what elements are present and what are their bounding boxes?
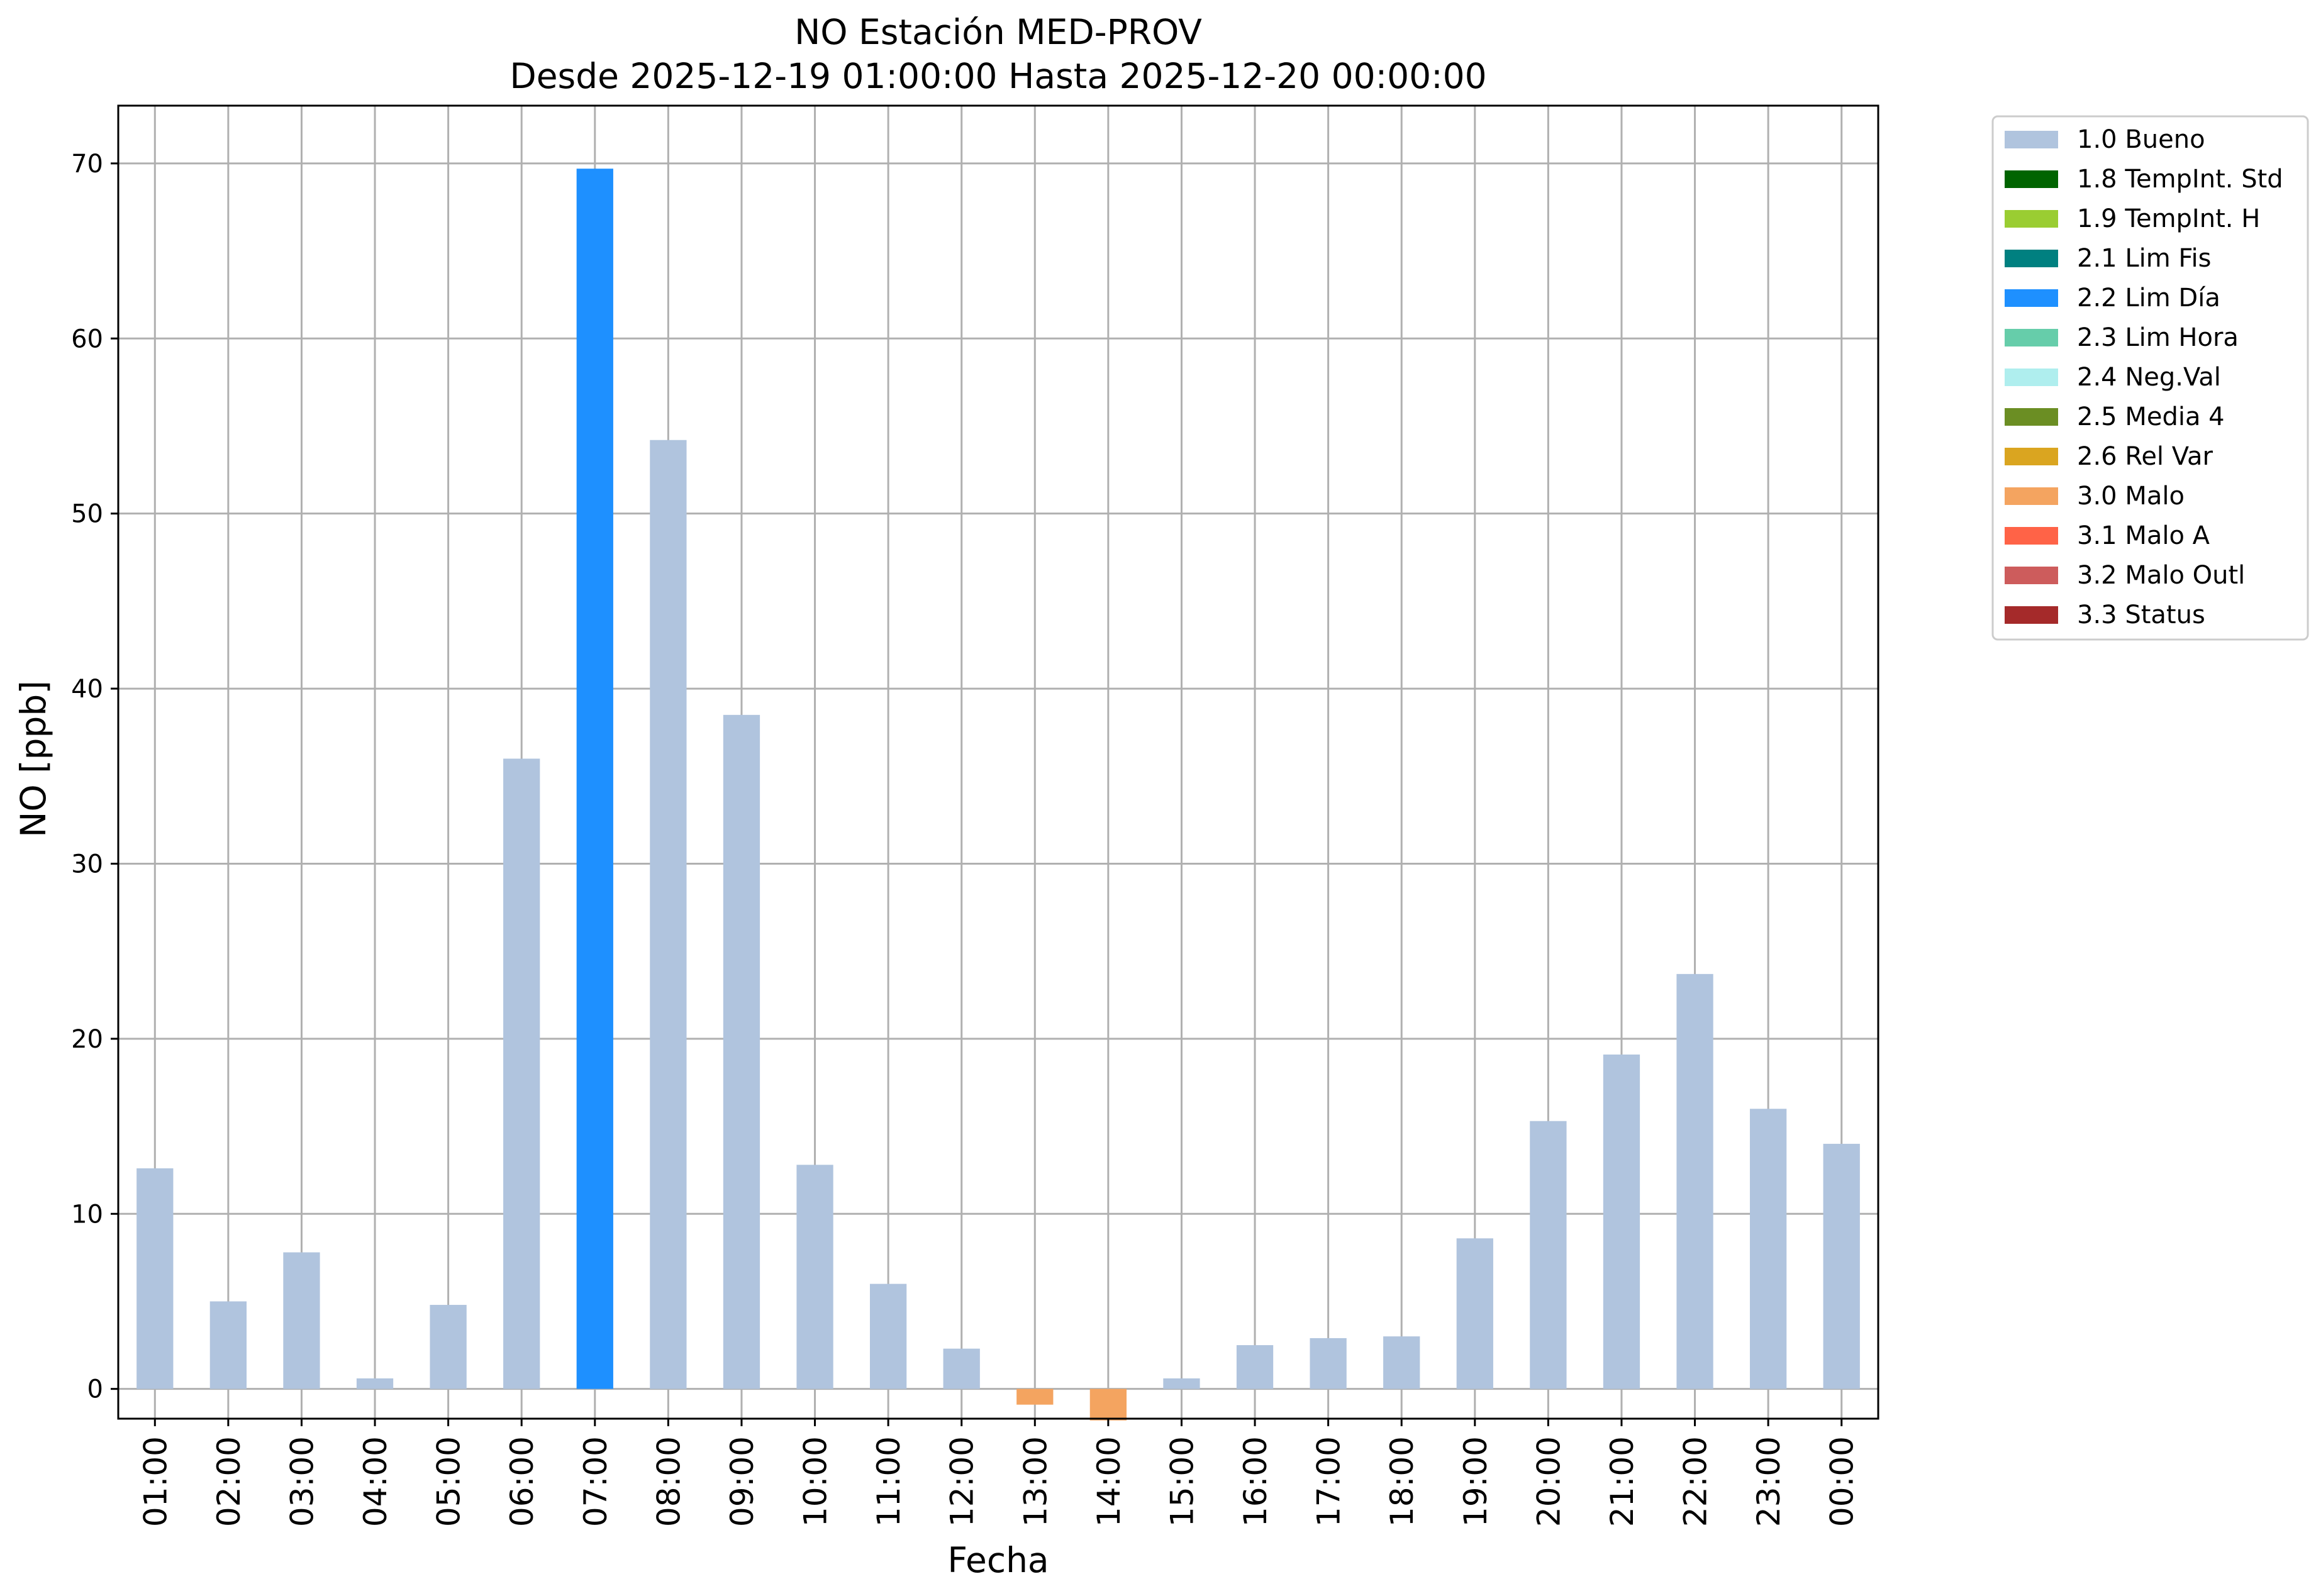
bar-2100 xyxy=(1603,1054,1640,1389)
x-tick-label: 10:00 xyxy=(798,1436,834,1527)
x-tick-label: 23:00 xyxy=(1751,1436,1787,1527)
bar-0500 xyxy=(430,1305,467,1389)
bar-0200 xyxy=(209,1301,247,1389)
x-tick-label: 05:00 xyxy=(431,1436,467,1527)
legend-swatch xyxy=(2005,329,2058,346)
x-tick-label: 22:00 xyxy=(1678,1436,1714,1527)
bar-0700 xyxy=(576,169,613,1389)
x-tick-label: 14:00 xyxy=(1091,1436,1127,1527)
y-tick-label: 0 xyxy=(87,1375,103,1404)
y-tick-label: 40 xyxy=(71,675,103,704)
x-tick-label: 18:00 xyxy=(1384,1436,1420,1527)
legend-frame xyxy=(1991,115,2309,641)
bar-0800 xyxy=(650,440,687,1389)
legend-label: 2.1 Lim Fis xyxy=(2077,244,2211,273)
legend-swatch xyxy=(2005,448,2058,465)
x-tick-label: 04:00 xyxy=(357,1436,394,1527)
y-tick-label: 10 xyxy=(71,1200,103,1229)
bar-1600 xyxy=(1236,1345,1274,1389)
x-tick-label: 12:00 xyxy=(944,1436,981,1527)
x-tick-label: 08:00 xyxy=(650,1436,687,1527)
x-tick-label: 01:00 xyxy=(137,1436,174,1527)
legend-label: 3.0 Malo xyxy=(2077,482,2185,511)
legend-label: 1.9 TempInt. H xyxy=(2077,204,2260,233)
x-tick-label: 13:00 xyxy=(1017,1436,1054,1527)
bar-1500 xyxy=(1163,1378,1200,1389)
legend: 1.0 Bueno 1.8 TempInt. Std 1.9 TempInt. H 2… xyxy=(1991,115,2309,641)
plot-frame xyxy=(117,104,1879,1420)
bar-1200 xyxy=(943,1348,980,1389)
y-tick-label: 50 xyxy=(71,500,103,529)
bar-0600 xyxy=(503,758,540,1389)
legend-label: 2.4 Neg.Val xyxy=(2077,363,2221,392)
bar-0900 xyxy=(723,714,760,1389)
x-tick-label: 11:00 xyxy=(871,1436,907,1527)
legend-label: 2.3 Lim Hora xyxy=(2077,323,2239,352)
legend-swatch xyxy=(2005,527,2058,545)
legend-swatch xyxy=(2005,289,2058,307)
x-tick-label: 03:00 xyxy=(284,1436,320,1527)
x-tick-label: 02:00 xyxy=(211,1436,247,1527)
y-tick-label: 20 xyxy=(71,1025,103,1054)
legend-label: 3.1 Malo A xyxy=(2077,521,2210,550)
legend-label: 2.2 Lim Día xyxy=(2077,284,2220,313)
y-tick-label: 60 xyxy=(71,324,103,353)
bar-1800 xyxy=(1383,1336,1420,1389)
x-tick-label: 20:00 xyxy=(1530,1436,1567,1527)
x-tick-label: 19:00 xyxy=(1457,1436,1494,1527)
legend-label: 3.3 Status xyxy=(2077,601,2205,629)
bar-1700 xyxy=(1310,1338,1347,1389)
x-tick-label: 09:00 xyxy=(724,1436,760,1527)
legend-swatch xyxy=(2005,567,2058,584)
x-tick-label: 00:00 xyxy=(1824,1436,1861,1527)
bar-2300 xyxy=(1749,1109,1787,1389)
x-axis-ticks: 01:00 02:00 03:00 04:00 05:00 06:00 07:00 08:00… xyxy=(137,1419,1861,1527)
x-tick-label: 16:00 xyxy=(1237,1436,1274,1527)
chart-subtitle: Desde 2025-12-19 01:00:00 Hasta 2025-12-… xyxy=(509,56,1486,96)
legend-label: 3.2 Malo Outl xyxy=(2077,561,2245,590)
bar-1400 xyxy=(1089,1388,1127,1421)
legend-label: 2.5 Media 4 xyxy=(2077,402,2225,431)
legend-swatch xyxy=(2005,606,2058,624)
legend-swatch xyxy=(2005,250,2058,267)
legend-label: 1.8 TempInt. Std xyxy=(2077,165,2283,194)
legend-swatch xyxy=(2005,369,2058,386)
chart-title: NO Estación MED-PROV xyxy=(794,12,1202,52)
bar-1900 xyxy=(1456,1238,1493,1389)
legend-swatch xyxy=(2005,210,2058,228)
x-tick-label: 17:00 xyxy=(1311,1436,1347,1527)
bar-1100 xyxy=(869,1283,907,1389)
bar-2000 xyxy=(1530,1121,1567,1389)
legend-swatch xyxy=(2005,408,2058,426)
legend-label: 1.0 Bueno xyxy=(2077,125,2205,154)
bar-0400 xyxy=(356,1378,394,1389)
bar-0300 xyxy=(283,1252,320,1389)
bar-1000 xyxy=(796,1165,833,1389)
legend-swatch xyxy=(2005,170,2058,188)
y-axis-ticks: 0 10 20 30 40 50 60 70 xyxy=(71,150,118,1404)
y-tick-label: 30 xyxy=(71,850,103,878)
x-tick-label: 06:00 xyxy=(504,1436,540,1527)
legend-swatch xyxy=(2005,487,2058,505)
legend-label: 2.6 Rel Var xyxy=(2077,442,2213,471)
y-axis-label: NO [ppb] xyxy=(13,680,53,838)
x-tick-label: 15:00 xyxy=(1164,1436,1200,1527)
legend-swatch xyxy=(2005,131,2058,148)
x-axis-label: Fecha xyxy=(947,1540,1049,1580)
bars xyxy=(136,169,1860,1421)
y-tick-label: 70 xyxy=(71,150,103,179)
x-tick-label: 21:00 xyxy=(1604,1436,1640,1527)
bar-0100 xyxy=(136,1168,174,1389)
bar-2200 xyxy=(1676,973,1713,1389)
x-tick-label: 07:00 xyxy=(577,1436,614,1527)
bar-1300 xyxy=(1016,1388,1054,1405)
bar-0000 xyxy=(1823,1143,1860,1389)
